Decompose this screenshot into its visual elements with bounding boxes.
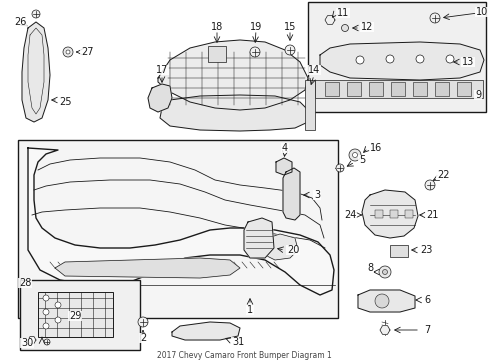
Text: 6: 6	[423, 295, 429, 305]
Text: 31: 31	[231, 337, 244, 347]
Text: 12: 12	[360, 22, 372, 32]
Text: 2: 2	[140, 333, 146, 343]
Text: 13: 13	[461, 57, 473, 67]
Circle shape	[249, 47, 260, 57]
Bar	[207, 46, 225, 62]
Text: 3: 3	[313, 190, 320, 200]
Text: 14: 14	[307, 65, 320, 75]
Circle shape	[348, 149, 360, 161]
Circle shape	[63, 47, 73, 57]
Text: 9: 9	[474, 90, 480, 100]
Circle shape	[55, 302, 61, 308]
Text: 18: 18	[210, 22, 223, 32]
Polygon shape	[172, 322, 240, 340]
Text: 11: 11	[336, 8, 348, 18]
Text: 28: 28	[19, 278, 31, 288]
Circle shape	[415, 55, 423, 63]
Bar	[389, 245, 407, 257]
Circle shape	[355, 56, 363, 64]
Text: 2017 Chevy Camaro Front Bumper Diagram 1: 2017 Chevy Camaro Front Bumper Diagram 1	[156, 351, 331, 360]
Bar	[18, 140, 337, 318]
Bar	[38, 292, 113, 337]
Polygon shape	[264, 234, 297, 260]
Text: 27: 27	[81, 47, 93, 57]
Circle shape	[429, 13, 439, 23]
Bar	[390, 82, 404, 96]
Text: 23: 23	[419, 245, 431, 255]
Text: 16: 16	[369, 143, 381, 153]
Circle shape	[374, 294, 388, 308]
Polygon shape	[160, 95, 309, 131]
Polygon shape	[357, 290, 414, 312]
Circle shape	[138, 317, 148, 327]
Text: 5: 5	[358, 155, 365, 165]
Bar	[325, 82, 338, 96]
Text: 26: 26	[14, 17, 26, 27]
Text: 25: 25	[60, 97, 72, 107]
Polygon shape	[361, 190, 417, 238]
Circle shape	[55, 317, 61, 323]
Text: 4: 4	[282, 143, 287, 153]
Circle shape	[424, 180, 434, 190]
Circle shape	[382, 270, 386, 274]
Polygon shape	[22, 22, 50, 122]
Text: 29: 29	[69, 311, 81, 321]
Circle shape	[341, 24, 348, 31]
Polygon shape	[275, 158, 291, 175]
Text: 22: 22	[436, 170, 448, 180]
Circle shape	[43, 309, 49, 315]
Bar	[368, 82, 382, 96]
Circle shape	[378, 266, 390, 278]
Polygon shape	[244, 218, 273, 258]
Circle shape	[43, 323, 49, 329]
Circle shape	[385, 55, 393, 63]
Circle shape	[445, 55, 453, 63]
Circle shape	[32, 10, 40, 18]
Text: 7: 7	[423, 325, 429, 335]
Text: 21: 21	[425, 210, 437, 220]
Polygon shape	[283, 168, 299, 220]
Text: 19: 19	[249, 22, 262, 32]
Text: 10: 10	[475, 7, 487, 17]
Circle shape	[352, 153, 357, 158]
Circle shape	[44, 339, 50, 345]
Text: 15: 15	[283, 22, 296, 32]
Text: 30: 30	[21, 338, 33, 348]
Circle shape	[66, 50, 70, 54]
Text: 17: 17	[156, 65, 168, 75]
Polygon shape	[28, 337, 36, 343]
Bar	[346, 82, 360, 96]
Polygon shape	[148, 84, 172, 112]
Polygon shape	[28, 148, 333, 295]
Bar	[404, 210, 412, 218]
Bar	[456, 82, 470, 96]
Bar	[305, 80, 314, 130]
Text: 1: 1	[246, 305, 253, 315]
Polygon shape	[55, 258, 240, 278]
Bar	[20, 280, 140, 350]
Bar	[314, 80, 482, 98]
Bar	[434, 82, 448, 96]
Circle shape	[285, 45, 294, 55]
Text: 8: 8	[366, 263, 372, 273]
Bar	[307, 2, 485, 112]
Text: 24: 24	[343, 210, 355, 220]
Bar	[412, 82, 426, 96]
Polygon shape	[325, 16, 334, 24]
Polygon shape	[379, 326, 389, 334]
Circle shape	[335, 164, 343, 172]
Polygon shape	[158, 40, 307, 110]
Bar	[374, 210, 382, 218]
Circle shape	[43, 295, 49, 301]
Bar	[389, 210, 397, 218]
Text: 20: 20	[286, 245, 299, 255]
Polygon shape	[319, 42, 483, 80]
